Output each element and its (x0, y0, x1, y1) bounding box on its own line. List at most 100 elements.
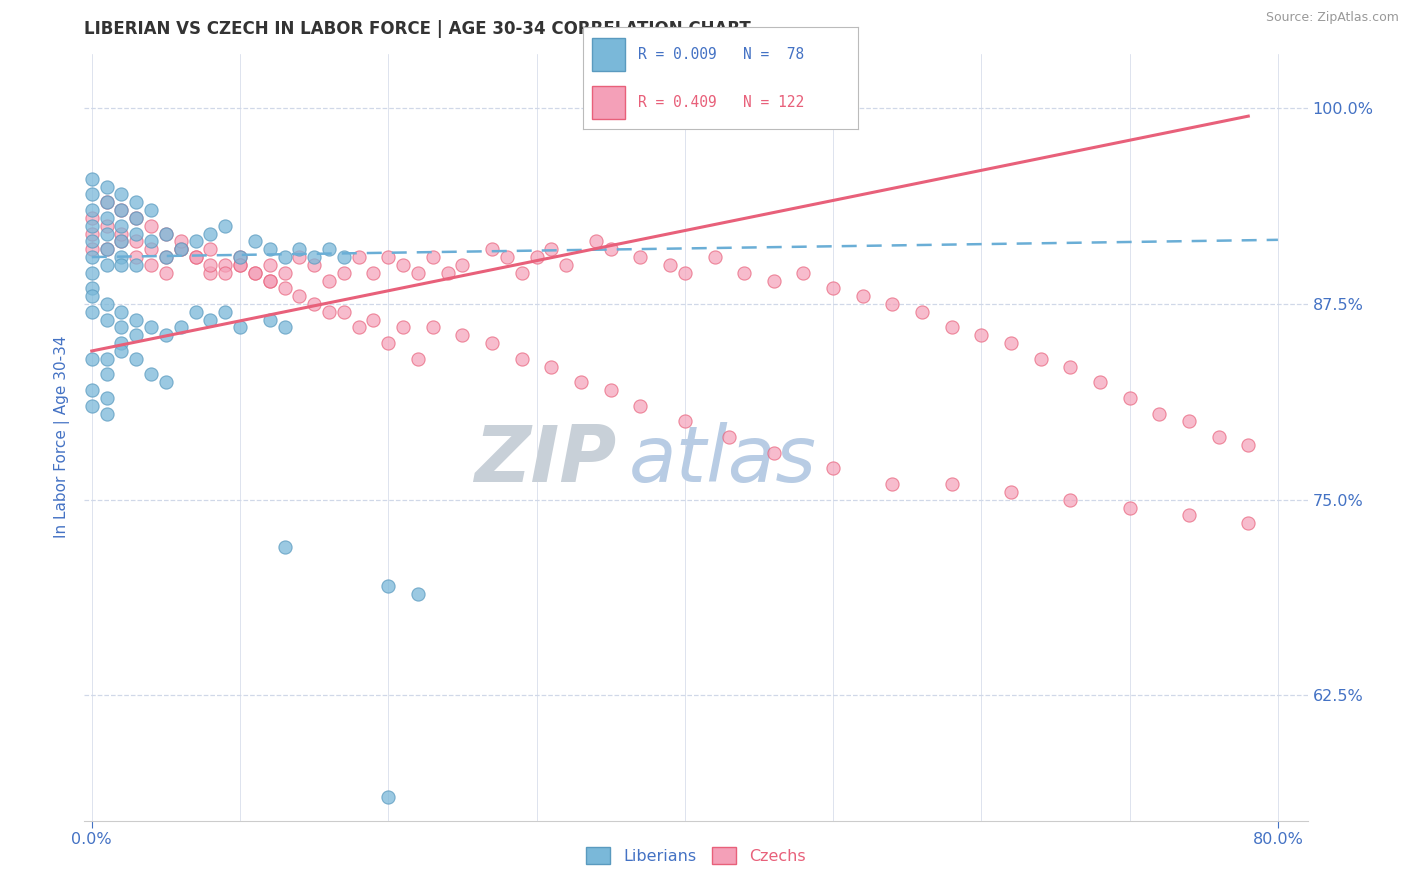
Point (80, 383, 103, 397)
Point (155, 227, 177, 241)
Point (599, 242, 621, 256)
Point (941, 320, 963, 334)
Point (80, 281, 103, 295)
Point (243, 266, 266, 280)
Point (80, 250, 103, 264)
Point (155, 328, 177, 343)
Point (970, 328, 993, 343)
Point (259, 273, 281, 287)
Point (229, 250, 252, 264)
Point (155, 376, 177, 390)
Point (200, 258, 222, 272)
Point (406, 351, 429, 366)
Point (155, 250, 177, 264)
Point (599, 383, 621, 397)
Y-axis label: In Labor Force | Age 30-34: In Labor Force | Age 30-34 (55, 335, 70, 539)
Point (125, 328, 148, 343)
Point (96, 391, 118, 405)
Point (110, 227, 132, 241)
Point (110, 235, 132, 249)
Point (436, 266, 458, 280)
Point (792, 266, 814, 280)
Point (80, 266, 103, 280)
Point (259, 258, 281, 272)
Point (406, 266, 429, 280)
Point (273, 540, 295, 554)
Point (481, 336, 503, 351)
Point (96, 258, 118, 272)
Point (288, 242, 311, 256)
Text: Source: ZipAtlas.com: Source: ZipAtlas.com (1265, 11, 1399, 24)
Point (288, 289, 311, 303)
Point (110, 187, 132, 202)
Point (302, 258, 325, 272)
Point (96, 297, 118, 311)
Point (125, 258, 148, 272)
Point (125, 211, 148, 225)
Text: atlas: atlas (628, 422, 817, 498)
Point (422, 250, 444, 264)
Point (96, 211, 118, 225)
Point (823, 461, 845, 475)
Point (200, 227, 222, 241)
Point (229, 250, 252, 264)
Point (823, 281, 845, 295)
Point (139, 203, 162, 218)
Point (1059, 492, 1081, 507)
Point (762, 446, 785, 460)
Point (540, 242, 562, 256)
Point (214, 305, 236, 319)
Point (80, 242, 103, 256)
Point (318, 242, 340, 256)
Point (125, 250, 148, 264)
Point (110, 258, 132, 272)
Point (318, 305, 340, 319)
Point (540, 359, 562, 374)
Point (288, 250, 311, 264)
Point (302, 250, 325, 264)
Point (170, 235, 193, 249)
Point (703, 250, 725, 264)
Point (139, 258, 162, 272)
Point (229, 320, 252, 334)
Point (155, 227, 177, 241)
FancyBboxPatch shape (592, 87, 624, 119)
Point (80, 227, 103, 241)
Point (911, 305, 934, 319)
Point (80, 203, 103, 218)
Point (526, 250, 548, 264)
Point (243, 235, 266, 249)
Point (96, 195, 118, 210)
Point (170, 242, 193, 256)
Point (673, 266, 696, 280)
Text: ZIP: ZIP (474, 422, 616, 498)
Point (659, 258, 682, 272)
Point (377, 790, 399, 805)
Point (243, 266, 266, 280)
Point (155, 250, 177, 264)
Point (406, 587, 429, 601)
Point (80, 235, 103, 249)
Point (510, 266, 533, 280)
Point (333, 266, 356, 280)
Point (377, 579, 399, 593)
Point (1029, 351, 1052, 366)
Point (259, 312, 281, 326)
Point (733, 266, 755, 280)
Point (1237, 438, 1260, 452)
Point (80, 289, 103, 303)
Point (1178, 508, 1201, 523)
Point (170, 242, 193, 256)
Point (422, 320, 444, 334)
Point (139, 235, 162, 249)
Point (214, 266, 236, 280)
Point (96, 351, 118, 366)
Point (377, 250, 399, 264)
Point (96, 242, 118, 256)
Point (110, 343, 132, 358)
Point (139, 368, 162, 382)
Point (333, 250, 356, 264)
Point (110, 203, 132, 218)
Point (852, 289, 875, 303)
Point (392, 320, 415, 334)
